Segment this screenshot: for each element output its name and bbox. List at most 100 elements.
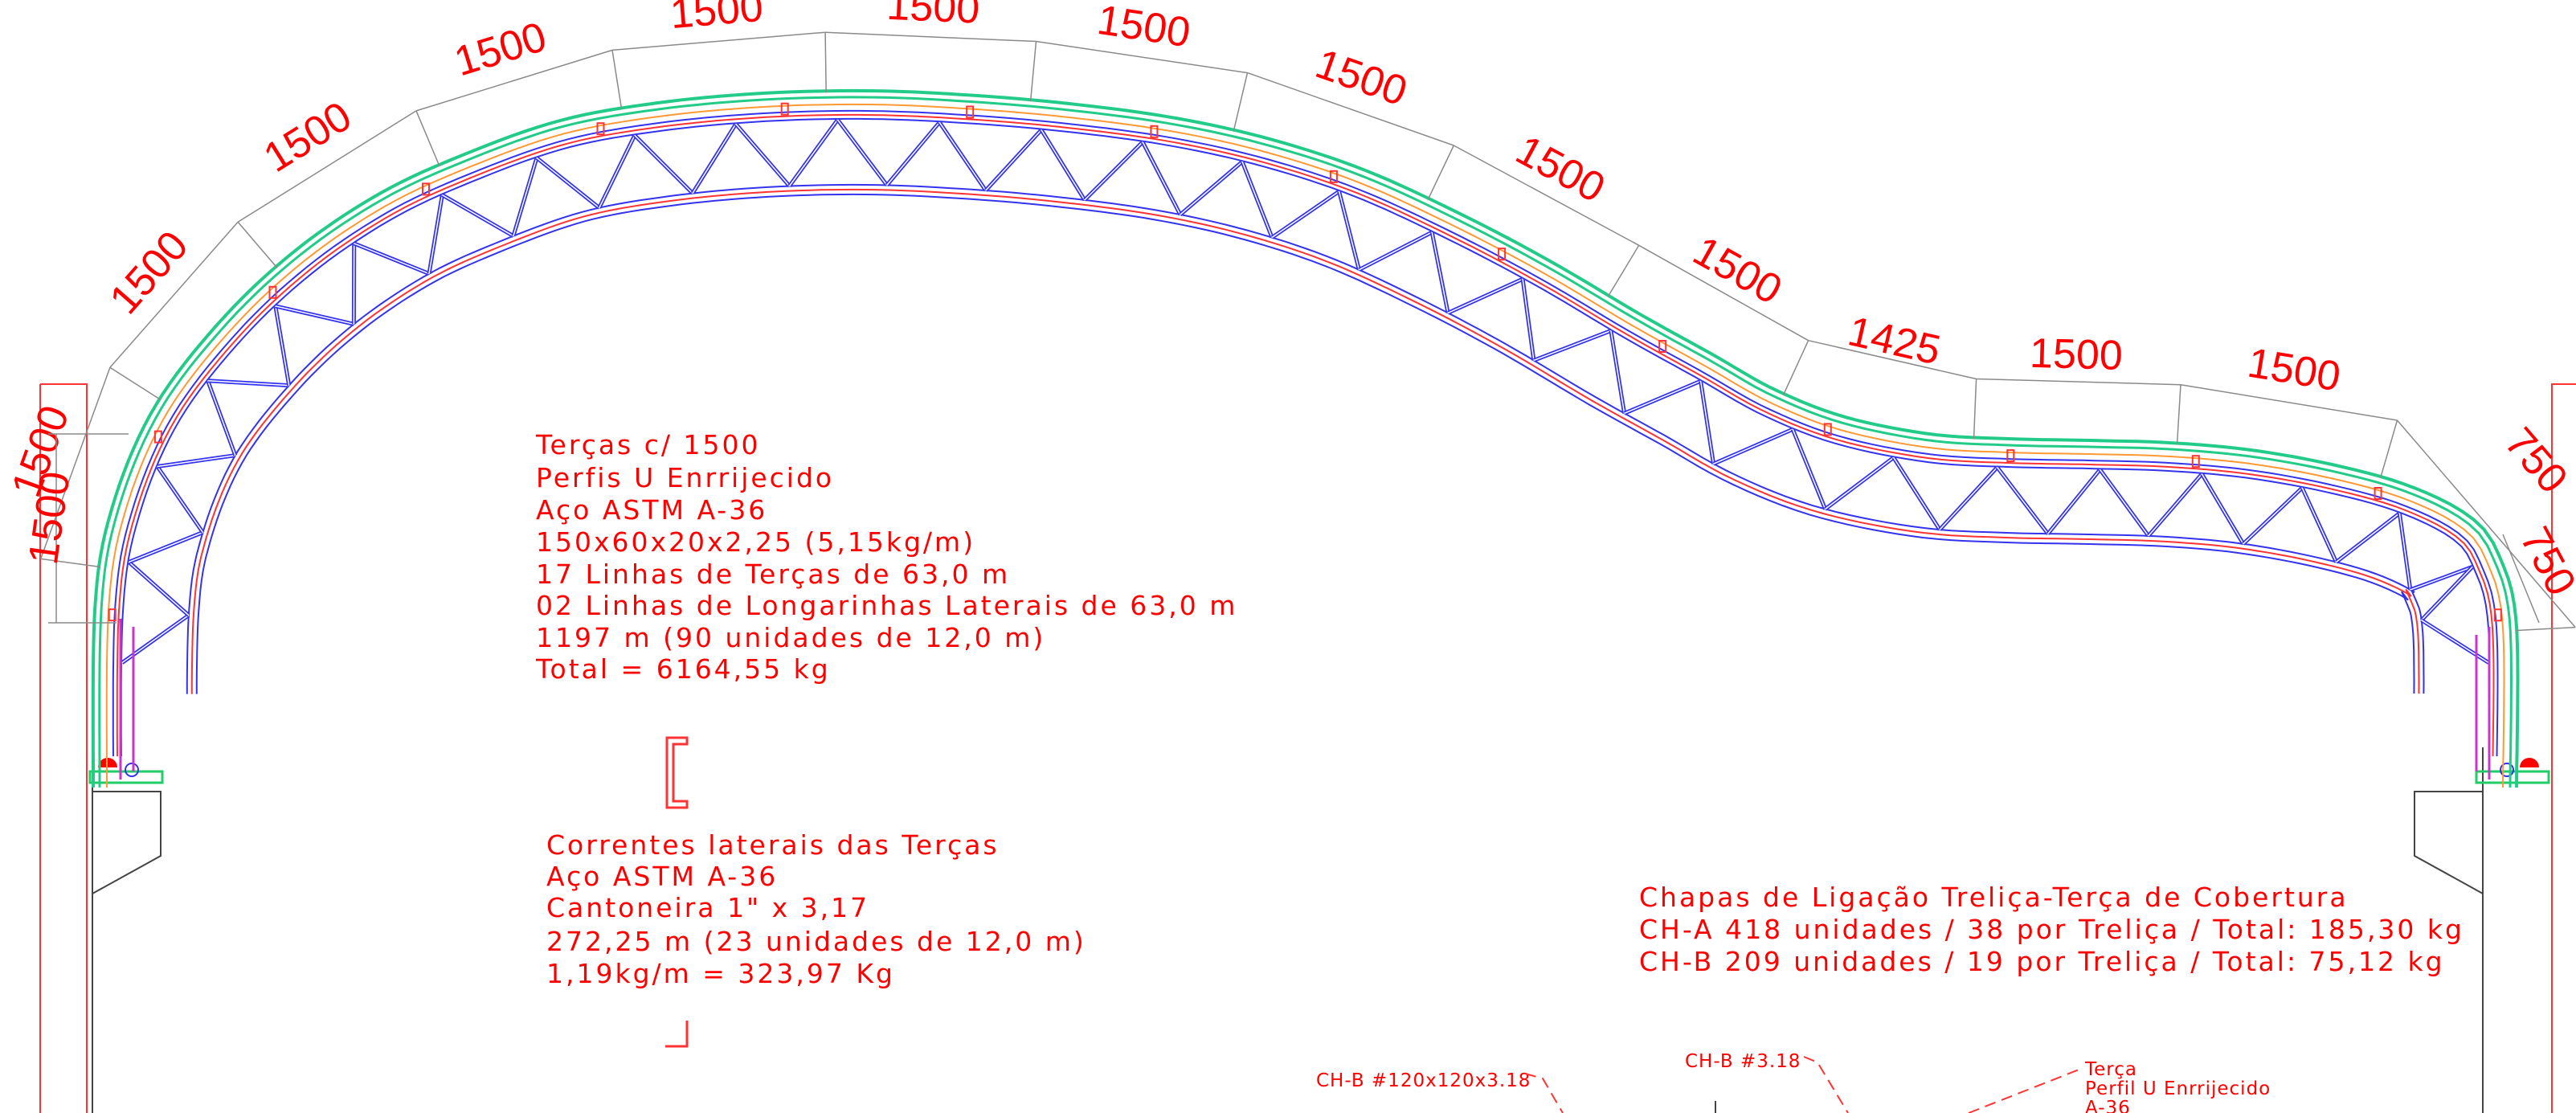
truss-web-member-core [1624, 380, 1701, 414]
note-line: CH-B 209 unidades / 19 por Treliça / Tot… [1639, 946, 2445, 977]
note-line: Aço ASTM A-36 [536, 494, 767, 526]
note-line: CH-A 418 unidades / 38 por Treliça / Tot… [1639, 914, 2464, 945]
truss-web-member-core [692, 123, 737, 194]
dimension-line [1247, 72, 1454, 146]
dimension-line [1036, 40, 1248, 74]
dimension-line [109, 221, 239, 368]
dimension-line [237, 110, 417, 223]
purlin-marker [2006, 449, 2015, 463]
lower-chord-inner [195, 193, 2415, 694]
note-line: 17 Linhas de Terças de 63,0 m [536, 559, 1010, 590]
truss-web-member-core [354, 243, 430, 275]
lower-chord-red [190, 188, 2420, 694]
lower-chord-outer [186, 183, 2425, 694]
purlin-marker [2493, 608, 2502, 622]
purlin-marker [153, 430, 162, 444]
dimension-line [1808, 339, 1977, 380]
dimension-extension-line [415, 110, 440, 167]
truss-web-member-core [1084, 141, 1143, 201]
truss-web-member-core [634, 134, 693, 194]
truss-web-member-core [2099, 469, 2149, 537]
dimension-line [39, 367, 111, 559]
roof-truss [91, 88, 2520, 788]
right-column [2414, 383, 2576, 1113]
truss-web-member-core [157, 466, 204, 533]
truss-web-member-core [985, 129, 1042, 191]
dimension-extension-line [1427, 145, 1454, 201]
note-line: Cantoneira 1" x 3,17 [546, 892, 869, 923]
purlin-marker [1498, 248, 1507, 261]
truss-web-member-core [442, 194, 514, 237]
truss-web-member-core [128, 561, 190, 616]
callout-ch-b-large: CH-B #120x120x3.18 [1316, 1070, 1531, 1091]
truss-web-member-core [2410, 566, 2473, 591]
dimension-line [2396, 419, 2576, 628]
truss-web-member-core [1893, 456, 1940, 530]
truss-web-member-core [599, 135, 636, 208]
dimension-line [1638, 244, 1809, 342]
callout-line: A-36 [2085, 1098, 2131, 1113]
truss-web-member-core [1142, 141, 1181, 215]
dimension-extension-line [1973, 379, 1977, 440]
roof-sheet-outer [91, 88, 2520, 788]
purlin-marker [108, 608, 117, 622]
note-line: Perfis U Enrrijecido [536, 462, 834, 493]
dimension-extension-line [1233, 72, 1249, 132]
truss-web-member-core [735, 123, 791, 186]
truss-web-member-core [2047, 469, 2101, 534]
truss-web-member-core [1939, 466, 1998, 530]
span-dimension-label: 1500 [885, 0, 980, 33]
note-line: 150x60x20x2,25 (5,15kg/m) [536, 526, 975, 558]
truss-web-member-core [1699, 381, 1715, 464]
truss-web-member-core [207, 380, 289, 387]
truss-web-member-core [536, 157, 600, 209]
truss-web-member-core [1041, 129, 1086, 201]
truss-web-member-core [1241, 161, 1273, 238]
purlin-marker [1150, 125, 1159, 138]
truss-web-member-core [129, 531, 203, 563]
dimension-line [1453, 145, 1640, 246]
dimension-line [611, 31, 826, 51]
truss-web-member-core [2398, 513, 2411, 591]
span-dimension-label: 1500 [2029, 330, 2123, 379]
dimension-line [2180, 383, 2398, 421]
truss-web-member-core [206, 380, 236, 456]
dimension-extension-line [40, 558, 101, 568]
truss-web-member-core [1713, 428, 1793, 464]
note-line: 272,25 m (23 unidades de 12,0 m) [546, 926, 1086, 957]
purlin-marker [268, 285, 277, 299]
note-line: Aço ASTM A-36 [546, 861, 778, 892]
truss-web-member-core [938, 121, 987, 191]
dimension-extension-line [109, 366, 162, 401]
purlin-note: Terças c/ 1500 Perfis U Enrrijecido Aço … [535, 429, 1249, 685]
truss-web-member-core [2421, 566, 2473, 621]
braces-note: Correntes laterais das Terças Aço ASTM A… [546, 829, 1097, 989]
truss-web-member-core [1359, 231, 1433, 271]
note-line: 02 Linhas de Longarinhas Laterais de 63,… [536, 590, 1237, 621]
dimension-line [415, 49, 613, 112]
side-dimension-line [2502, 534, 2540, 624]
purlin-marker [780, 102, 789, 116]
detail-callouts: CH-B #120x120x3.18 CH-B #3.18 Terça Perf… [1316, 1051, 2270, 1113]
note-line: Terças c/ 1500 [535, 429, 760, 460]
dimension-extension-line [2176, 384, 2181, 445]
dimension-extension-line [611, 50, 623, 110]
note-line: Total = 6164,55 kg [535, 653, 831, 685]
truss-web-member-core [2201, 473, 2244, 545]
dimension-extension-line [1607, 244, 1640, 297]
truss-web-member-core [428, 194, 444, 274]
upper-chord-inner [120, 117, 2491, 757]
truss-web-member-core [1533, 329, 1612, 362]
truss-web-member-core [886, 121, 940, 186]
callout-line: Terça [2084, 1059, 2137, 1080]
purlin-marker [1823, 423, 1832, 436]
purlin-marker [966, 105, 975, 119]
truss-web-member-core [1997, 467, 2049, 534]
purlin-marker [422, 182, 430, 196]
dimension-extension-line [1782, 340, 1809, 396]
purlin-section-symbol [665, 736, 689, 809]
dimension-extension-line [2379, 419, 2398, 479]
truss-web-member-core [2336, 513, 2400, 563]
truss-web-member-core [513, 158, 538, 236]
